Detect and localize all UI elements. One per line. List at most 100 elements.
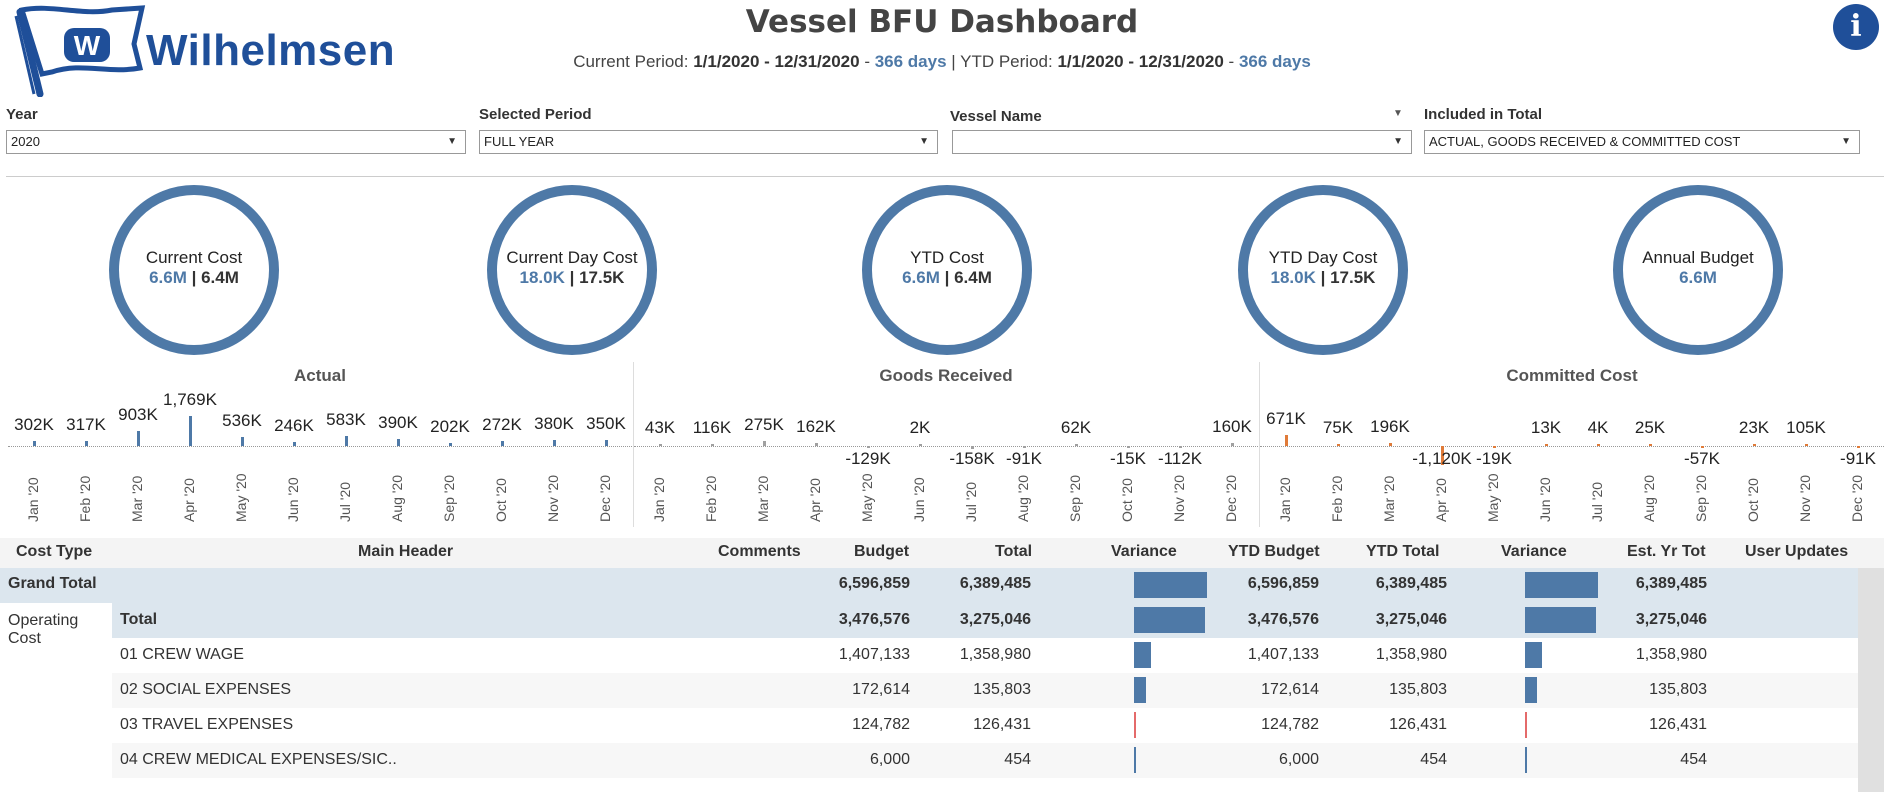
chart-bar: [1126, 446, 1130, 448]
year-select[interactable]: 2020 ▼: [6, 130, 466, 154]
ytd-variance-bar: [1525, 747, 1527, 773]
chart-month-label: Sep '20: [1693, 474, 1709, 522]
col-comments[interactable]: Comments: [718, 543, 801, 560]
chart-data-label: 903K: [118, 404, 158, 424]
cell-main-header[interactable]: 04 CREW MEDICAL EXPENSES/SIC..: [120, 751, 397, 768]
chart-bar: [814, 443, 818, 446]
current-period-range: 1/1/2020 - 12/31/2020: [693, 52, 860, 71]
col-user-updates[interactable]: User Updates: [1745, 543, 1849, 560]
chart-bar: [84, 440, 88, 446]
chart-bar: [1440, 446, 1444, 465]
ytd-period-label: YTD Period:: [960, 52, 1053, 71]
col-variance[interactable]: Variance: [1111, 543, 1177, 560]
cell-total: 135,803: [973, 681, 1031, 698]
chart-month-label: Oct '20: [1119, 478, 1135, 522]
vessel-name-select[interactable]: ▼: [952, 130, 1412, 154]
kpi-value-current: 6.6M: [902, 268, 940, 287]
col-budget[interactable]: Budget: [854, 543, 910, 560]
chart-bar: [1596, 444, 1600, 446]
chart-month-label: Dec '20: [1223, 474, 1239, 522]
kpi-value: 18.0K | 17.5K: [497, 268, 647, 288]
selected-period-label: Selected Period: [479, 106, 592, 123]
kpi-label: YTD Cost: [910, 248, 984, 267]
cell-total: 454: [1004, 751, 1031, 768]
chart-data-label: 380K: [534, 413, 574, 433]
cell-main-header[interactable]: 03 TRAVEL EXPENSES: [120, 716, 294, 733]
kpi-label: Annual Budget: [1642, 248, 1754, 267]
chevron-down-icon: ▼: [1393, 136, 1403, 147]
chart-bar: [658, 444, 662, 446]
kpi-current-cost: Current Cost 6.6M | 6.4M: [109, 185, 279, 355]
chart-month-label: Sep '20: [1067, 474, 1083, 522]
vessel-name-menu-icon[interactable]: ▼: [1393, 108, 1403, 119]
chart-month-label: Mar '20: [755, 475, 771, 522]
cell-est: 3,275,046: [1635, 611, 1707, 628]
chart-bar: [1284, 434, 1288, 446]
chart-data-label: -129K: [845, 449, 891, 468]
chart-month-label: Feb '20: [1329, 475, 1345, 522]
chart-data-label: 75K: [1322, 418, 1354, 437]
chart-baseline: [634, 446, 1258, 447]
chart-bar: [396, 439, 400, 446]
included-in-total-select[interactable]: ACTUAL, GOODS RECEIVED & COMMITTED COST ▼: [1424, 130, 1860, 154]
vessel-name-label: Vessel Name: [950, 108, 1042, 125]
col-cost-type[interactable]: Cost Type: [16, 543, 93, 560]
kpi-value-current: 6.6M: [1679, 268, 1717, 287]
kpi-current-day-cost: Current Day Cost 18.0K | 17.5K: [487, 185, 657, 355]
ytd-period-days: 366 days: [1238, 52, 1311, 71]
chart-month-label: May '20: [1485, 473, 1501, 522]
cell-est: 1,358,980: [1635, 646, 1707, 663]
col-est-yr-tot[interactable]: Est. Yr Tot: [1627, 543, 1706, 560]
cell-main-header[interactable]: 02 SOCIAL EXPENSES: [120, 681, 292, 698]
table-row: 01 CREW WAGE 1,407,133 1,358,980 1,407,133 1…: [112, 638, 1858, 673]
kpi-ytd-cost: YTD Cost 6.6M | 6.4M: [862, 185, 1032, 355]
ytd-variance-bar: [1525, 607, 1597, 633]
chart-month-label: Nov '20: [545, 474, 561, 522]
chart-month-label: Nov '20: [1171, 474, 1187, 522]
chart-baseline: [1260, 446, 1884, 447]
chart-bar: [1388, 442, 1392, 446]
chart-bar: [970, 446, 974, 449]
chart-month-label: Jul '20: [963, 481, 979, 522]
chart-data-label: 162K: [796, 417, 836, 437]
chart-data-label: 272K: [482, 415, 522, 435]
cell-budget: 172,614: [852, 681, 910, 698]
cell-main-header[interactable]: Total: [120, 611, 158, 628]
kpi-value: 6.6M | 6.4M: [119, 268, 269, 288]
chart-month-label: Sep '20: [441, 474, 457, 522]
chart-bar: [866, 446, 870, 449]
cost-type-operating-line2: Cost: [8, 630, 41, 647]
chart-bar: [762, 441, 766, 446]
col-ytd-total[interactable]: YTD Total: [1366, 543, 1440, 560]
kpi-label: Current Day Cost: [506, 248, 638, 267]
col-total[interactable]: Total: [995, 543, 1033, 560]
kpi-annual-budget: Annual Budget 6.6M: [1613, 185, 1783, 355]
chart-month-label: Mar '20: [1381, 475, 1397, 522]
info-icon[interactable]: i: [1833, 4, 1879, 50]
chart-data-label: -1,120K: [1412, 449, 1472, 468]
current-period-days: 366 days: [874, 52, 947, 71]
ytd-period-range: 1/1/2020 - 12/31/2020: [1057, 52, 1224, 71]
cell-budget: 3,476,576: [838, 611, 910, 628]
chart-data-label: 160K: [1212, 417, 1252, 437]
chart-data-label: 536K: [222, 410, 262, 430]
period-separator: |: [951, 52, 956, 71]
chart-bar: [1856, 446, 1860, 448]
col-ytd-variance[interactable]: Variance: [1501, 543, 1567, 560]
chart-month-label: Jan '20: [1277, 477, 1293, 522]
chart-data-label: 246K: [274, 415, 314, 435]
cell-est: 454: [1680, 751, 1707, 768]
cell-est: 6,389,485: [1635, 575, 1707, 592]
col-ytd-budget[interactable]: YTD Budget: [1228, 543, 1320, 560]
cell-est: 135,803: [1649, 681, 1707, 698]
selected-period-select[interactable]: FULL YEAR ▼: [479, 130, 938, 154]
table-scrollbar[interactable]: [1858, 568, 1884, 792]
kpi-label: YTD Day Cost: [1268, 248, 1378, 267]
cell-main-header[interactable]: 01 CREW WAGE: [120, 646, 244, 663]
year-value: 2020: [11, 134, 40, 149]
chart-month-label: Nov '20: [1797, 474, 1813, 522]
chart-month-label: Jun '20: [911, 477, 927, 522]
chart-data-label: 390K: [378, 413, 418, 433]
col-main-header[interactable]: Main Header: [358, 543, 454, 560]
chart-bar: [552, 439, 556, 446]
